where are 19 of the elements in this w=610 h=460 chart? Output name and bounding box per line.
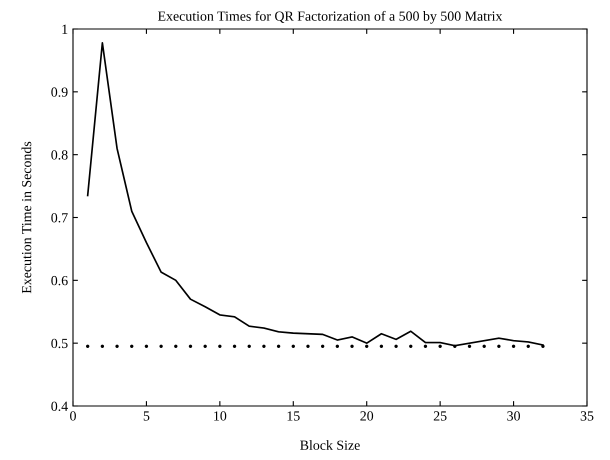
- line-series: [86, 42, 544, 347]
- y-tick-label: 0.5: [51, 338, 68, 348]
- y-tick-label: 0.8: [51, 150, 68, 160]
- y-tick-label: 0.4: [51, 402, 68, 412]
- y-tick-label: 0.6: [51, 276, 68, 286]
- x-tick-label: 25: [434, 411, 447, 421]
- x-tick-label: 5: [144, 411, 150, 421]
- y-axis-title: Execution Time in Seconds: [22, 142, 32, 294]
- x-tick-label: 20: [360, 411, 374, 421]
- y-tick-label: 0.9: [51, 87, 68, 97]
- x-tick-label: 0: [70, 411, 76, 421]
- y-tick-label: 1: [62, 24, 68, 34]
- x-axis-title: Block Size: [300, 440, 360, 450]
- x-tick-label: 10: [214, 411, 226, 421]
- x-tick-label: 30: [507, 411, 520, 421]
- x-tick-label: 35: [580, 411, 594, 421]
- y-tick-label: 0.7: [51, 213, 68, 223]
- chart-title: Execution Times for QR Factorization of a 500 by 500 Matrix: [158, 10, 502, 24]
- x-tick-label: 15: [288, 411, 300, 421]
